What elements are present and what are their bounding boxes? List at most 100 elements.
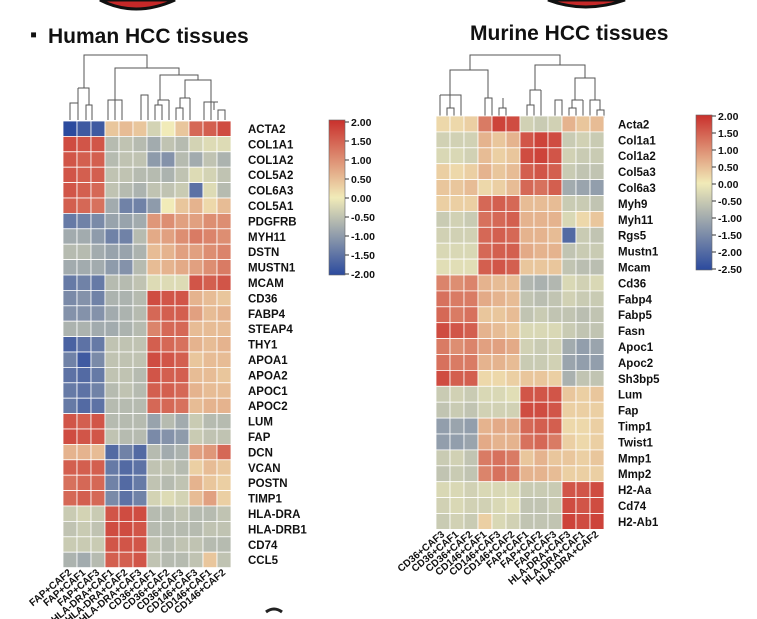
legend-tick-label: -1.00: [351, 231, 375, 243]
heatmap-cell: [76, 259, 92, 276]
heatmap-cell: [491, 147, 507, 165]
heatmap-cell: [174, 351, 190, 368]
heatmap-cell: [90, 536, 106, 553]
heatmap-cell: [491, 338, 507, 355]
heatmap-cell: [435, 385, 451, 403]
heatmap-cell: [118, 182, 134, 199]
heatmap-cell: [463, 497, 479, 514]
heatmap-cell: [118, 490, 134, 507]
heatmap-cell: [561, 226, 577, 244]
heatmap-cell: [76, 243, 92, 260]
heatmap-cell: [491, 163, 507, 180]
heatmap-cell: [491, 115, 507, 133]
heatmap-cell: [449, 338, 465, 355]
heatmap-cell: [533, 449, 549, 467]
heatmap-cell: [76, 336, 92, 353]
row-label: COL6A3: [248, 186, 293, 198]
heatmap-cell: [118, 243, 134, 260]
heatmap-cell: [174, 135, 190, 153]
heatmap-cell: [589, 417, 605, 435]
heatmap-cell: [216, 135, 232, 153]
heatmap-cell: [216, 551, 232, 569]
legend-tick-label: 1.50: [351, 136, 372, 148]
heatmap-cell: [519, 513, 535, 530]
heatmap-cell: [463, 258, 479, 276]
heatmap-cell: [216, 274, 232, 291]
heatmap-cell: [160, 505, 176, 522]
heatmap-cell: [174, 166, 190, 183]
heatmap-cell: [575, 163, 591, 180]
heatmap-cell: [519, 433, 535, 451]
legend-tick-label: 0.00: [351, 193, 372, 205]
legend-tick-label: -1.00: [718, 213, 742, 225]
heatmap-cell: [118, 166, 134, 183]
heatmap-cell: [449, 242, 465, 260]
heatmap-cell: [533, 369, 549, 387]
heatmap-cell: [202, 351, 218, 368]
heatmap-cell: [533, 115, 549, 133]
row-label: Col6a3: [618, 183, 656, 195]
heatmap-cell: [104, 428, 120, 445]
heatmap-cell: [104, 336, 120, 353]
heatmap-cell: [76, 474, 92, 492]
heatmap-cell: [160, 351, 176, 368]
heatmap-cell: [76, 521, 92, 538]
heatmap-cell: [132, 166, 148, 183]
heatmap-cell: [491, 481, 507, 499]
heatmap-cell: [575, 226, 591, 244]
heatmap-cell: [160, 459, 176, 476]
heatmap-cell: [188, 336, 204, 353]
heatmap-cell: [589, 497, 605, 514]
row-label: STEAP4: [248, 324, 293, 336]
heatmap-cell: [449, 179, 465, 196]
heatmap-cell: [132, 351, 148, 368]
heatmap-cell: [132, 551, 148, 569]
heatmap-cell: [547, 338, 563, 355]
heatmap-cell: [62, 197, 78, 214]
heatmap-cell: [216, 320, 232, 338]
heatmap-cell: [449, 274, 465, 292]
legend-tick-label: 0.50: [718, 162, 739, 174]
heatmap-cell: [491, 131, 507, 149]
heatmap-cell: [188, 505, 204, 522]
heatmap-cell: [519, 322, 535, 340]
heatmap-cell: [174, 397, 190, 415]
murine-title: Murine HCC tissues: [470, 22, 668, 45]
heatmap-cell: [575, 354, 591, 371]
heatmap-cell: [76, 274, 92, 291]
heatmap-cell: [174, 428, 190, 445]
heatmap-cell: [188, 320, 204, 338]
cropped-text-fragment: [265, 607, 283, 614]
heatmap-cell: [491, 369, 507, 387]
heatmap-cell: [435, 401, 451, 419]
heatmap-cell: [76, 551, 92, 569]
heatmap-cell: [146, 259, 162, 276]
heatmap-cell: [505, 465, 521, 483]
heatmap-cell: [202, 459, 218, 476]
heatmap-cell: [188, 428, 204, 445]
heatmap-cell: [575, 369, 591, 387]
heatmap-cell: [435, 497, 451, 514]
heatmap-cell: [216, 151, 232, 168]
heatmap-cell: [505, 322, 521, 340]
row-label: TIMP1: [248, 494, 282, 506]
heatmap-cell: [146, 397, 162, 415]
heatmap-cell: [174, 490, 190, 507]
heatmap-cell: [132, 474, 148, 492]
heatmap-cell: [547, 417, 563, 435]
heatmap-cell: [505, 226, 521, 244]
heatmap-cell: [104, 274, 120, 291]
heatmap-cell: [435, 513, 451, 530]
heatmap-cell: [547, 369, 563, 387]
heatmap-cell: [202, 490, 218, 507]
heatmap-cell: [561, 433, 577, 451]
heatmap-cell: [519, 465, 535, 483]
heatmap-cell: [90, 428, 106, 445]
heatmap-cell: [463, 131, 479, 149]
heatmap-cell: [589, 306, 605, 324]
row-label: Mmp1: [618, 453, 652, 465]
heatmap-cell: [449, 163, 465, 180]
heatmap-cell: [463, 306, 479, 324]
human-heatmap: ACTA2 COL1A1 COL1A2 COL5A2 COL6A3 COL5A1 PDGFR…: [28, 120, 307, 619]
heatmap-cell: [519, 338, 535, 355]
